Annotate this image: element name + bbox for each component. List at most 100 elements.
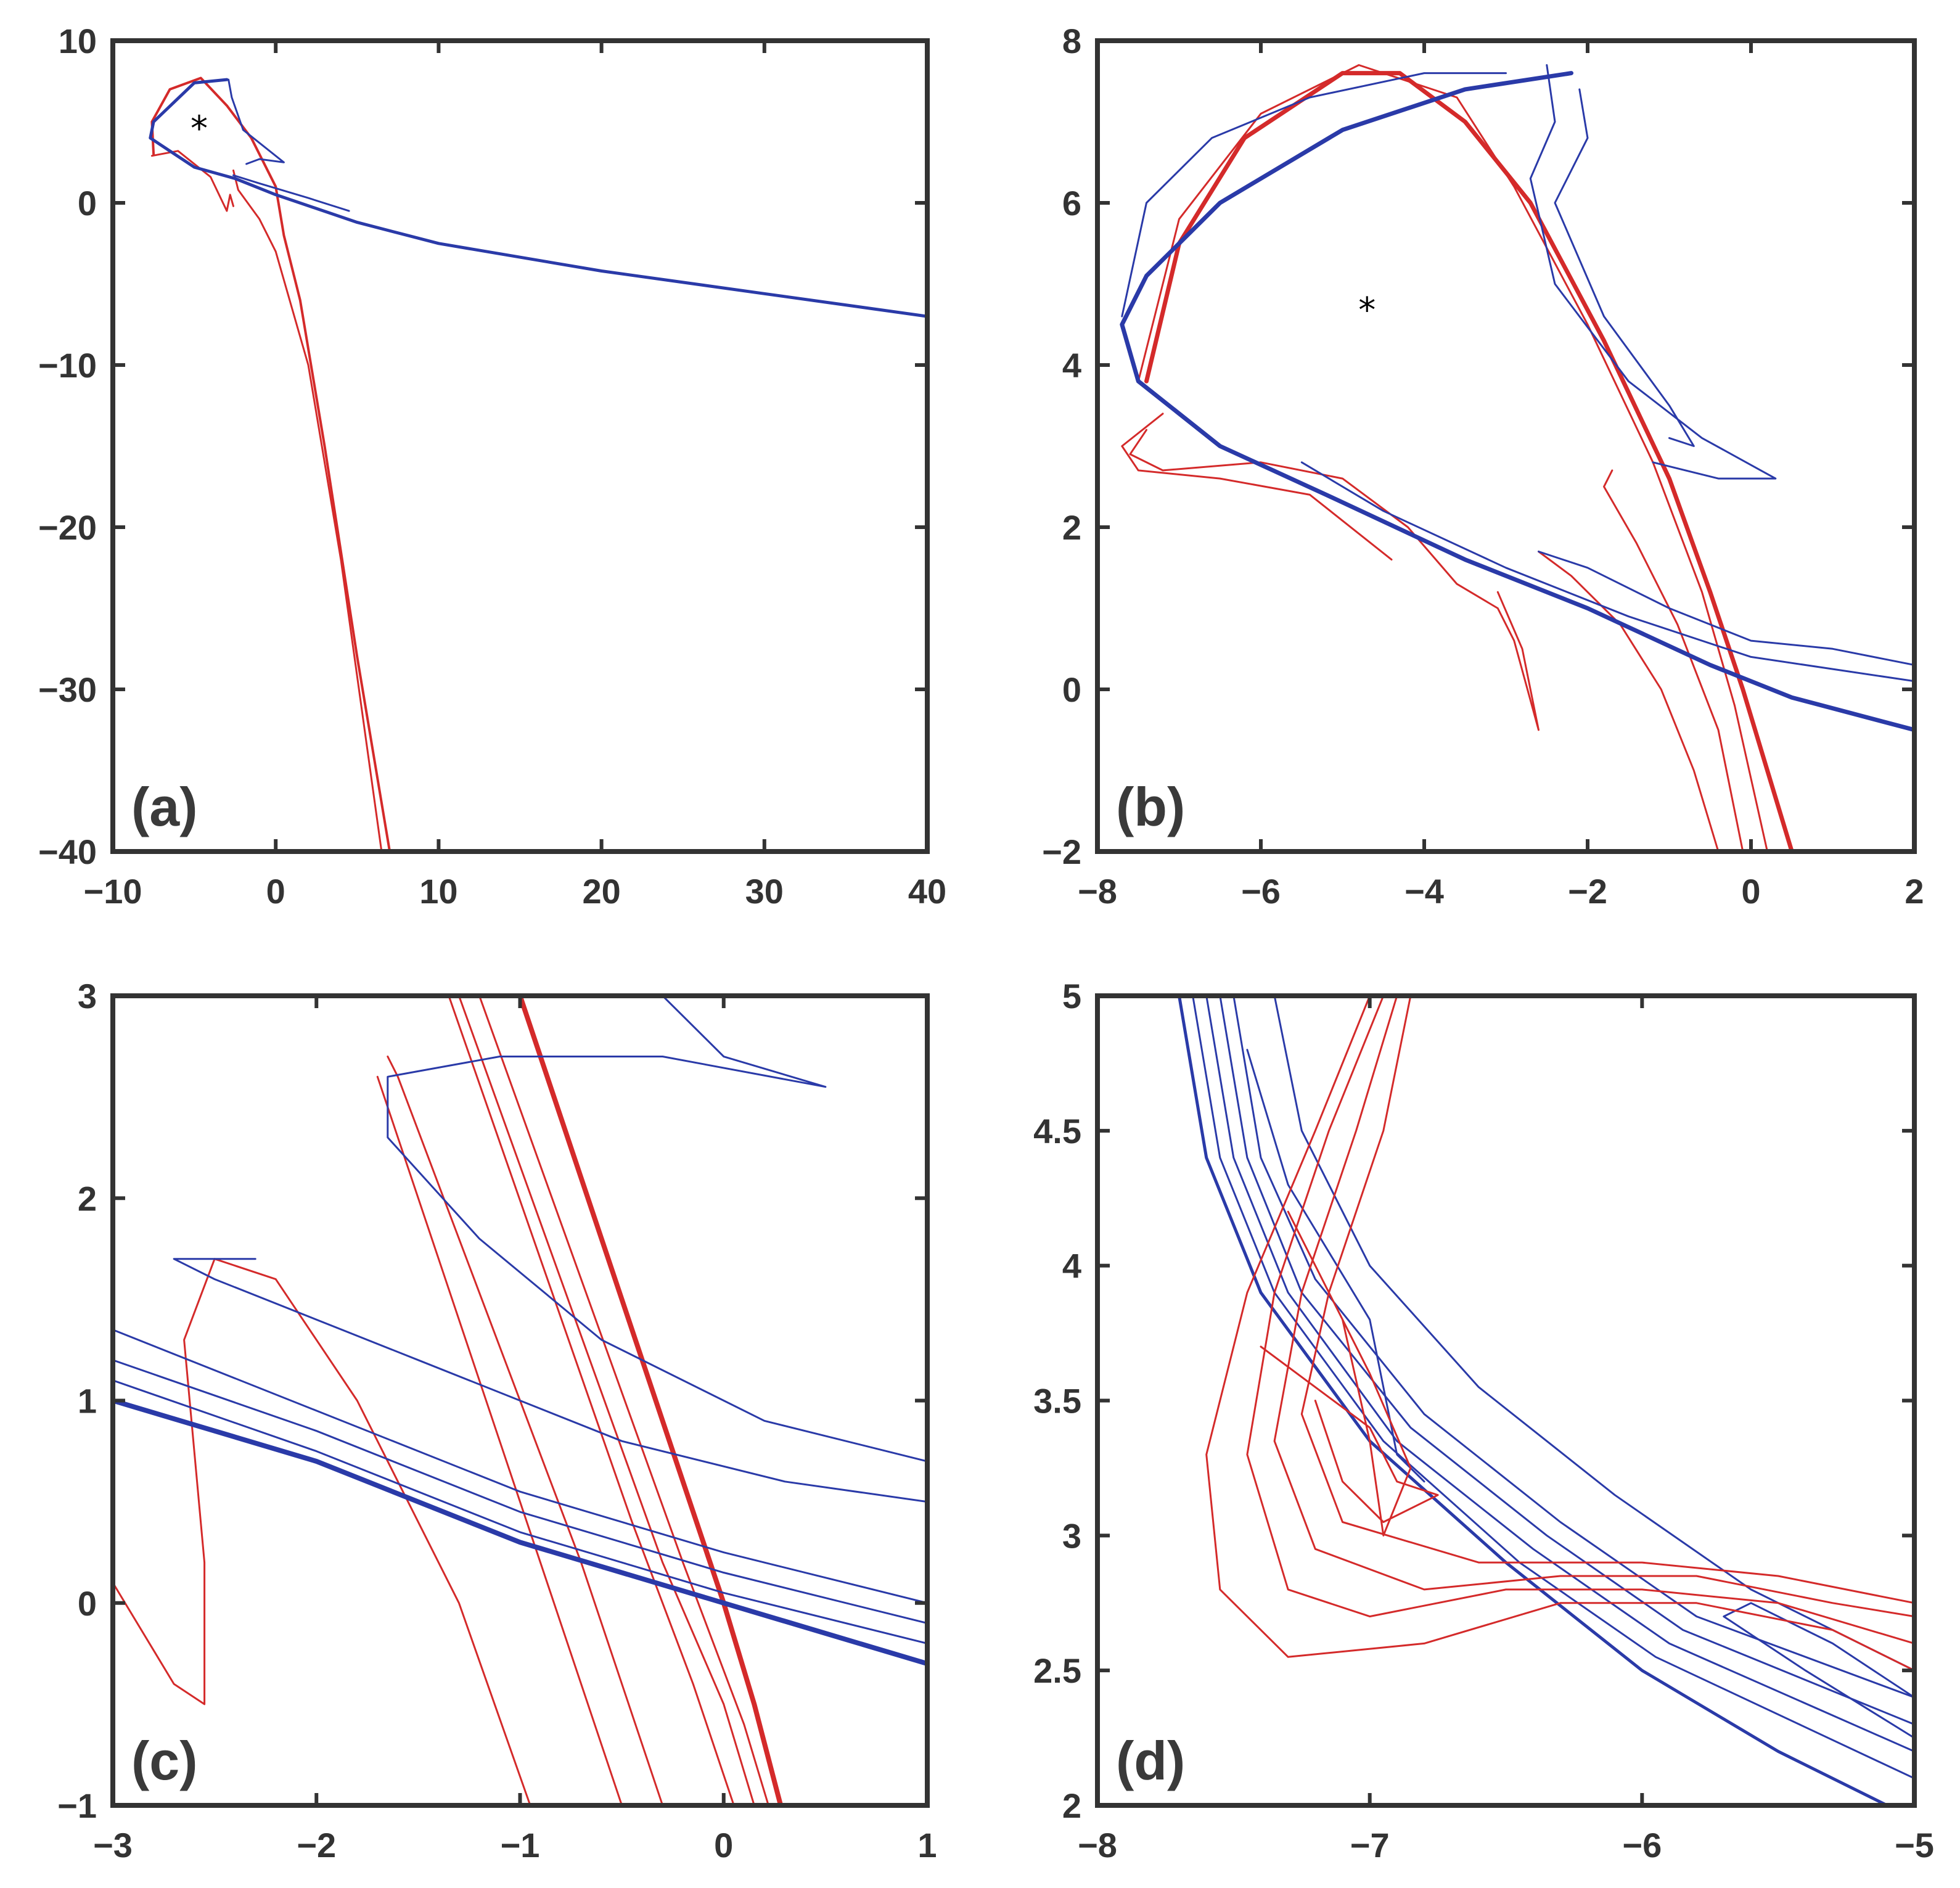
series-line-4: [1121, 412, 1393, 561]
y-tick-label: 0: [1062, 670, 1081, 709]
series-line-3: [478, 996, 769, 1805]
x-tick-label: −4: [1404, 872, 1444, 911]
panel-label: (d): [1116, 1730, 1185, 1791]
series-line-10: [1538, 551, 1914, 666]
series-line-12: [1121, 72, 1507, 318]
y-tick-label: 8: [1062, 22, 1081, 60]
series-line-4: [448, 996, 735, 1805]
series-line-2: [232, 169, 383, 852]
x-tick-label: −6: [1241, 872, 1281, 911]
series-line-9: [1554, 88, 1695, 447]
series-line-1: [150, 76, 392, 852]
y-tick-label: 5: [1062, 977, 1081, 1016]
panel-label: (b): [1116, 776, 1185, 837]
plot-area: [1178, 996, 1914, 1805]
y-tick-label: −10: [38, 346, 97, 385]
y-tick-label: −1: [57, 1786, 97, 1825]
x-tick-label: −10: [84, 872, 142, 911]
series-line-1: [1144, 71, 1794, 852]
chart-panel-b: * −8 −6 −4 −2 0 2 −2 0 2 4 6 8 (b): [1042, 22, 1924, 911]
y-tick-label: 1: [78, 1382, 97, 1421]
axes-frame: [1095, 38, 1917, 854]
series-line-9: [113, 1329, 927, 1604]
series-line-13: [387, 996, 927, 1463]
y-tick-label: 4: [1062, 1247, 1081, 1286]
series-line-3: [1129, 429, 1540, 731]
y-tick-label: 10: [59, 22, 97, 60]
panel-label: (a): [131, 776, 198, 837]
x-tick-label: 0: [266, 872, 285, 911]
series-line-8: [1529, 64, 1777, 480]
y-tick-label: 3.5: [1033, 1382, 1081, 1421]
plot-area: [113, 996, 927, 1805]
y-tick-label: 6: [1062, 184, 1081, 223]
y-tick-label: 2: [78, 1179, 97, 1218]
y-tick-label: 0: [78, 1584, 97, 1623]
y-tick-label: 0: [78, 184, 97, 223]
series-line-8: [113, 1398, 927, 1667]
x-tick-label: −8: [1078, 1826, 1117, 1865]
series-line-8: [1723, 1602, 1914, 1739]
series-line-4: [1219, 996, 1914, 1726]
y-tick-label: 2: [1062, 1786, 1081, 1825]
x-tick-label: 20: [582, 872, 620, 911]
x-tick-label: −8: [1078, 872, 1117, 911]
x-tick-label: 1: [917, 1826, 937, 1865]
series-line-4: [149, 78, 927, 318]
series-line-13: [1260, 1345, 1439, 1523]
x-tick-label: −3: [93, 1826, 133, 1865]
y-tick-label: 2.5: [1033, 1651, 1081, 1690]
series-line-9: [1205, 996, 1914, 1672]
y-tick-label: 2: [1062, 508, 1081, 547]
plot-area: *: [149, 76, 927, 852]
series-line-6: [228, 78, 285, 165]
equilibrium-marker: *: [1358, 290, 1376, 330]
x-tick-label: −7: [1350, 1826, 1390, 1865]
y-tick-label: −2: [1042, 832, 1081, 871]
series-line-6: [1273, 996, 1914, 1672]
series-line-5: [1538, 551, 1720, 852]
series-line-5: [387, 1056, 664, 1805]
y-tick-label: −20: [38, 508, 97, 547]
y-tick-label: 3: [1062, 1516, 1081, 1555]
series-line-12: [173, 1258, 927, 1503]
x-tick-label: 30: [745, 872, 784, 911]
series-line-14: [1287, 1210, 1412, 1537]
series-line-5: [232, 174, 350, 212]
series-line-7: [113, 1258, 531, 1805]
series-line-2: [1192, 996, 1914, 1779]
series-line-2: [1137, 64, 1768, 852]
series-line-6: [1603, 469, 1744, 852]
series-line-6: [376, 1075, 623, 1805]
plot-area: *: [1120, 64, 1914, 852]
x-tick-label: 2: [1905, 872, 1924, 911]
x-tick-label: 0: [1741, 872, 1760, 911]
series-line-5: [1232, 996, 1914, 1699]
x-tick-label: −2: [1568, 872, 1607, 911]
x-tick-label: 40: [908, 872, 946, 911]
panel-label: (c): [131, 1730, 198, 1791]
x-tick-label: −1: [501, 1826, 540, 1865]
equilibrium-marker: *: [191, 109, 208, 149]
x-tick-label: −6: [1622, 1826, 1662, 1865]
series-line-7: [1246, 1049, 1425, 1483]
series-line-7: [1120, 71, 1914, 733]
y-tick-label: 4: [1062, 346, 1081, 385]
series-line-11: [1300, 461, 1914, 683]
series-line-3: [150, 150, 234, 212]
series-line-2: [457, 996, 755, 1805]
y-tick-label: −30: [38, 670, 97, 709]
series-line-1: [1178, 996, 1889, 1805]
y-tick-label: 4.5: [1033, 1112, 1081, 1151]
chart-panel-a: * −10 0 10 20 30 40 −40 −30 −20 −10 0 10 (a): [38, 22, 946, 911]
series-line-10: [113, 1359, 927, 1625]
y-tick-label: 3: [78, 977, 97, 1016]
series-line-3: [1205, 996, 1914, 1752]
series-line-11: [113, 1379, 927, 1644]
series-line-10: [1246, 996, 1914, 1644]
x-tick-label: 0: [714, 1826, 733, 1865]
series-line-12: [1300, 996, 1914, 1604]
y-tick-label: −40: [38, 832, 97, 871]
series-line-11: [1273, 996, 1914, 1618]
